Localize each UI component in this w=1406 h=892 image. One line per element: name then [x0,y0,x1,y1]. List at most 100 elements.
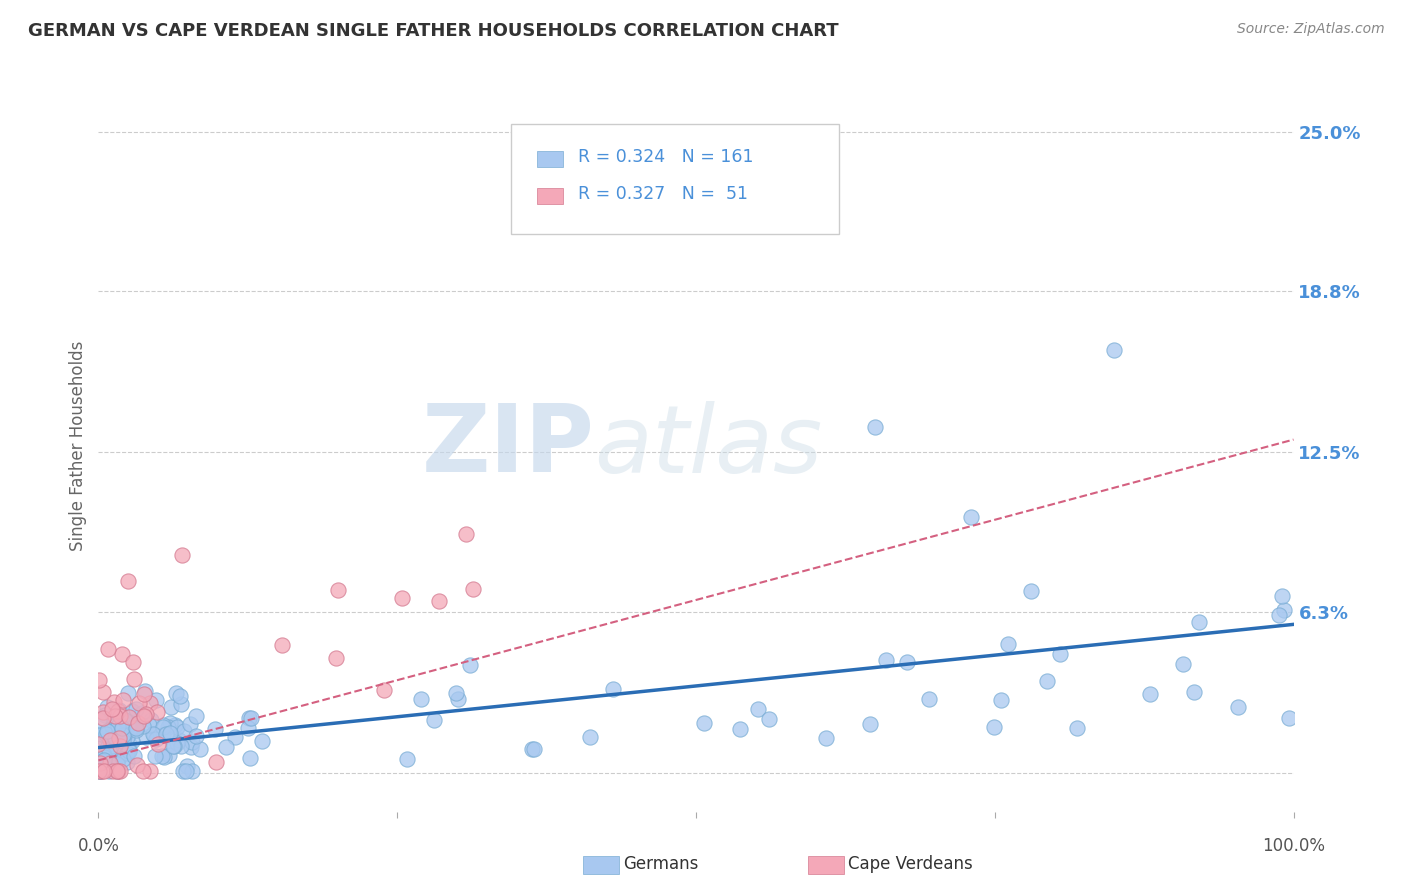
Point [93,748,115,763]
Point [875,653,897,667]
Point [134,684,156,698]
Point [122,749,145,764]
Text: R = 0.327   N =  51: R = 0.327 N = 51 [578,185,748,202]
Point [461,582,484,597]
Point [693,716,716,731]
Point [896,655,918,669]
Point [411,691,433,706]
Point [97,753,120,767]
Point [111,752,134,766]
Point [98,733,121,747]
Text: atlas: atlas [595,401,823,491]
Point [224,730,246,744]
Point [239,751,262,765]
Point [815,731,838,745]
Point [120,717,142,731]
Point [118,743,141,757]
Point [166,720,188,734]
Point [166,735,188,749]
Point [983,720,1005,734]
Point [110,739,132,753]
Point [91,727,114,741]
Point [960,509,983,524]
Point [94,732,117,747]
Text: GERMAN VS CAPE VERDEAN SINGLE FATHER HOUSEHOLDS CORRELATION CHART: GERMAN VS CAPE VERDEAN SINGLE FATHER HOU… [28,22,839,40]
Point [181,764,204,778]
Point [167,733,190,747]
Point [87,737,110,751]
Point [1171,657,1194,671]
Point [96,740,118,755]
Point [523,742,546,756]
Point [118,737,141,751]
Point [997,637,1019,651]
Point [107,752,129,766]
Point [1227,700,1250,714]
Text: R = 0.324   N = 161: R = 0.324 N = 161 [578,148,754,166]
Point [1036,673,1059,688]
Point [132,709,155,723]
Point [145,731,167,746]
Text: 0.0%: 0.0% [77,838,120,855]
Point [143,748,166,763]
Point [114,727,136,741]
Point [93,764,115,778]
Point [150,749,173,764]
Point [1272,603,1295,617]
Point [107,764,129,778]
Point [101,764,124,778]
Point [139,696,162,710]
Point [454,527,477,541]
Point [108,731,131,745]
Point [115,755,138,769]
Point [103,695,125,709]
Point [112,693,135,707]
Point [98,723,121,737]
Point [94,762,117,776]
Point [127,716,149,731]
Point [685,163,707,178]
Point [180,739,202,754]
Point [104,731,127,746]
Point [1139,687,1161,701]
Point [110,709,132,723]
Point [115,731,138,745]
Point [250,734,273,748]
Point [107,719,129,733]
Point [165,686,187,700]
Point [125,723,148,737]
Point [157,748,180,763]
Point [155,727,177,741]
Point [391,591,413,606]
Point [118,710,141,724]
Point [96,699,118,714]
Point [423,713,446,727]
Point [865,419,887,434]
Point [522,741,544,756]
Point [96,724,118,739]
Point [117,685,139,699]
FancyBboxPatch shape [510,124,839,234]
Point [179,716,201,731]
Point [111,721,134,735]
Text: ZIP: ZIP [422,400,595,492]
Point [108,731,131,746]
Point [128,696,150,710]
Point [444,686,467,700]
Point [1104,343,1126,357]
Point [104,756,127,770]
Point [159,700,181,714]
Point [181,735,204,749]
Point [134,687,156,701]
Point [108,739,131,753]
Point [107,705,129,719]
Point [240,711,263,725]
Point [93,753,115,767]
Point [94,727,117,741]
Point [105,754,128,768]
Point [90,727,112,741]
Point [141,713,163,727]
Point [145,693,167,707]
Point [172,764,194,778]
Point [1268,608,1291,623]
